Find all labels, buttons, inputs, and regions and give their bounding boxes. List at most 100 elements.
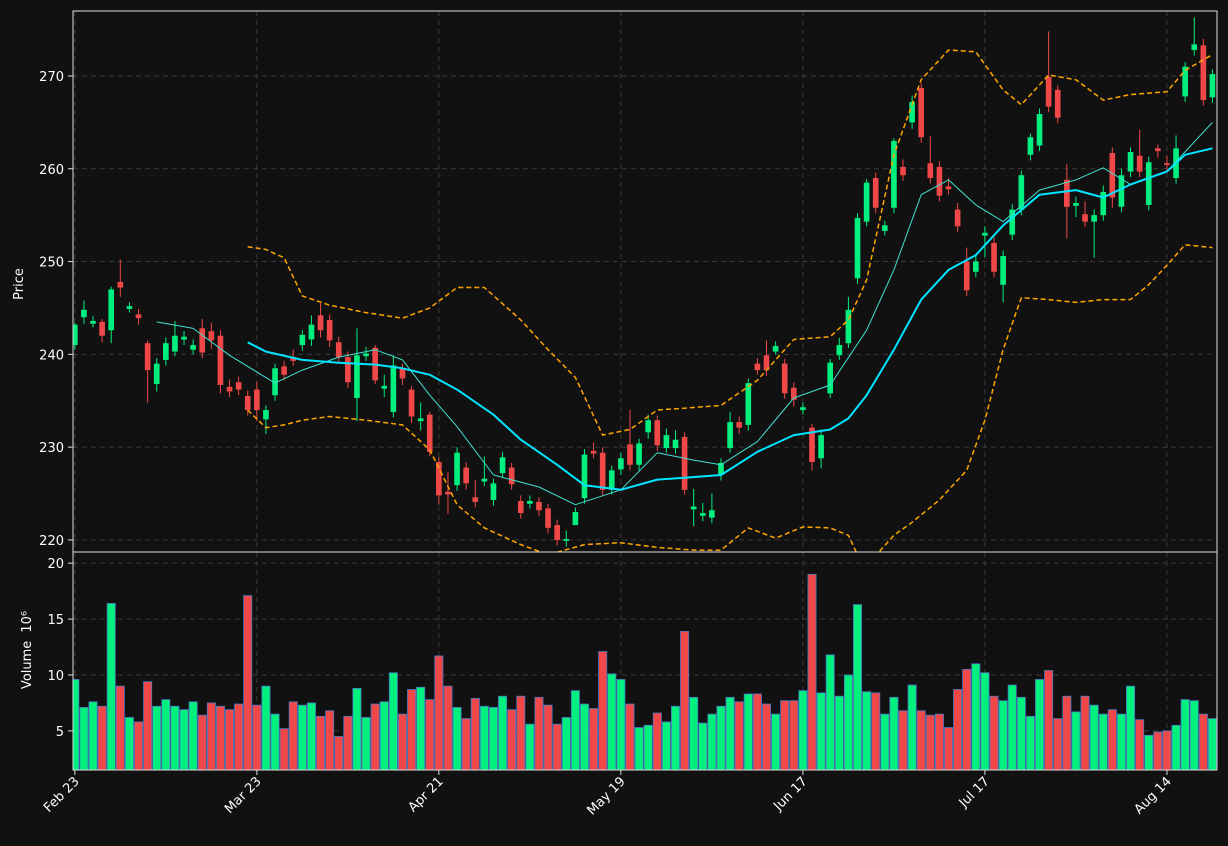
candle-body (1045, 76, 1052, 107)
volume-bar (989, 695, 999, 770)
volume-bar (225, 709, 235, 770)
candle-body (1164, 163, 1170, 166)
candle-body (709, 510, 715, 518)
candle-body (800, 407, 806, 411)
volume-bar (1089, 704, 1099, 770)
volume-bar (552, 723, 562, 770)
candle-body (1091, 215, 1097, 222)
candle-body (836, 345, 843, 356)
volume-bar (1162, 730, 1172, 770)
candle-body (754, 363, 761, 371)
candle-body (790, 387, 797, 400)
candle-body (490, 483, 497, 501)
candle-body (554, 525, 560, 540)
candle-body (727, 422, 733, 449)
volume-offset: 10⁶ (20, 611, 35, 633)
y-tick-label: 240 (39, 348, 64, 363)
candle-body (572, 512, 579, 526)
volume-bar (215, 705, 225, 770)
candle-body (1127, 152, 1134, 172)
volume-bar (334, 736, 344, 770)
candle-body (909, 101, 915, 123)
volume-bar (643, 724, 653, 770)
volume-bar (243, 595, 253, 770)
candle-body (190, 345, 196, 350)
candle-body (126, 306, 133, 309)
volume-bar (1180, 699, 1190, 770)
volume-bar (234, 703, 244, 770)
volume-bar (1189, 700, 1199, 770)
volume-bar (734, 701, 744, 770)
candle-body (681, 436, 688, 490)
volume-bar (898, 710, 908, 770)
volume-bar (1035, 679, 1045, 770)
candle-body (663, 435, 670, 449)
candle-body (818, 435, 824, 459)
candle-body (408, 389, 415, 417)
candle-body (363, 353, 369, 357)
candle-body (90, 320, 96, 324)
candle-body (445, 491, 451, 495)
candle-body (1145, 162, 1152, 205)
candle-body (654, 420, 661, 446)
candle-body (290, 357, 297, 361)
candle-body (508, 467, 515, 485)
volume-bar (971, 663, 981, 770)
candle-body (1000, 255, 1006, 285)
candle-body (1155, 148, 1161, 152)
candle-body (117, 281, 124, 288)
candle-body (345, 357, 351, 383)
volume-bar (270, 713, 280, 770)
candle-body (872, 178, 879, 208)
volume-bar (134, 721, 144, 770)
candle-body (927, 163, 934, 179)
candle-body (672, 439, 679, 449)
candle-body (963, 261, 970, 291)
candle-body (954, 209, 961, 227)
volume-bar (297, 704, 307, 770)
candle-body (217, 335, 224, 385)
candle-body (308, 324, 315, 340)
candle-body (581, 454, 588, 499)
candle-body (417, 418, 424, 422)
candle-body (481, 478, 488, 482)
volume-bar (252, 704, 262, 770)
candle-body (326, 320, 333, 341)
candle-body (381, 385, 388, 389)
volume-bar (507, 709, 517, 770)
volume-bar (871, 692, 881, 770)
candle-body (1009, 209, 1016, 235)
volume-bar (352, 687, 362, 770)
candle-body (736, 422, 743, 428)
candle-body (1191, 44, 1198, 50)
candle-body (1036, 114, 1043, 146)
volume-bar (370, 703, 380, 770)
volume-bar (379, 701, 389, 770)
volume-bar (661, 721, 671, 770)
volume-bar (789, 700, 799, 770)
candle-body (636, 443, 642, 465)
candle-body (517, 500, 524, 514)
volume-bar (288, 701, 298, 770)
volume-bar (407, 689, 417, 770)
candle-body (263, 410, 269, 420)
volume-bar (498, 695, 508, 770)
candle-body (945, 186, 952, 190)
candle-body (699, 513, 706, 516)
candle-body (1200, 45, 1207, 101)
candle-body (745, 383, 752, 425)
volume-bar (1153, 731, 1163, 770)
y-tick-label: 10 (47, 669, 64, 684)
candle-body (1018, 175, 1025, 210)
volume-bar (388, 672, 398, 770)
volume-bar (434, 655, 444, 770)
candle-body (335, 342, 342, 358)
candle-body (208, 331, 215, 341)
candle-body (809, 427, 815, 462)
volume-bar (579, 703, 589, 770)
volume-bar (634, 727, 644, 770)
candle-body (463, 467, 469, 484)
candle-body (81, 309, 87, 318)
candle-body (1054, 89, 1061, 118)
